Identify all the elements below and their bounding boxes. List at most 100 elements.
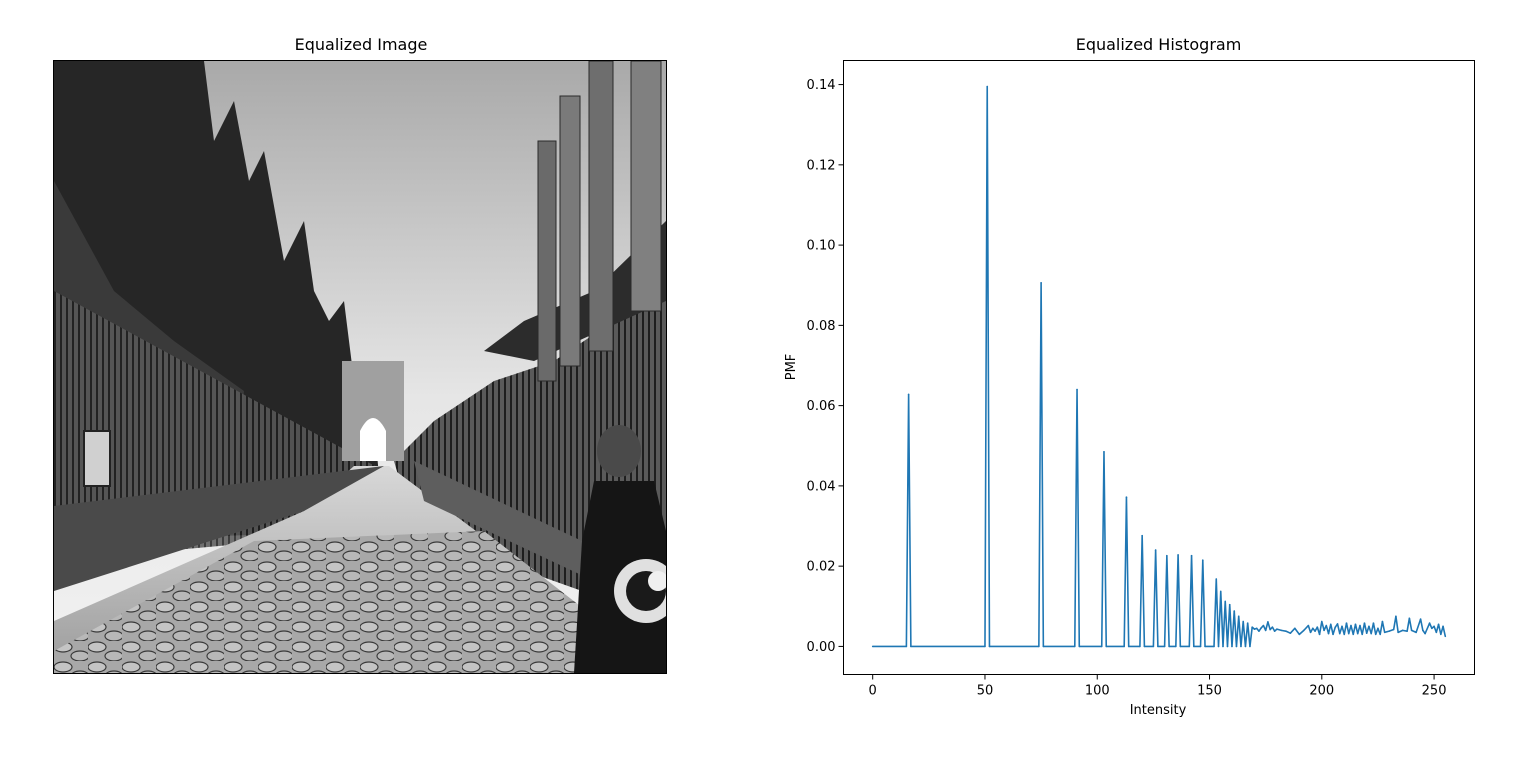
pmf-data-point: [1235, 645, 1238, 648]
pmf-data-point: [1370, 632, 1372, 635]
x-tick-label: 250: [1422, 684, 1447, 699]
pmf-data-point: [1193, 645, 1195, 648]
pmf-data-point: [1141, 534, 1143, 537]
y-tick-label: 0.04: [807, 479, 836, 494]
pmf-data-point: [1285, 630, 1287, 632]
pmf-data-point: [1314, 630, 1316, 632]
pmf-data-point: [986, 85, 989, 88]
pmf-data-point: [1343, 633, 1346, 636]
pmf-data-point: [1175, 645, 1177, 648]
pmf-data-point: [1040, 282, 1042, 284]
x-tick-label: 100: [1085, 684, 1110, 699]
pmf-data-point: [1312, 627, 1314, 630]
pmf-data-point: [1267, 621, 1269, 623]
x-tick-label: 200: [1309, 684, 1334, 699]
pmf-data-point: [1246, 622, 1249, 624]
x-tick-label: 0: [869, 684, 877, 699]
pmf-data-point: [871, 645, 874, 648]
pmf-data-point: [1401, 629, 1404, 632]
pmf-data-point: [1258, 630, 1260, 632]
pmf-data-point: [1433, 625, 1435, 628]
pmf-data-point: [1154, 549, 1157, 551]
pmf-data-point: [1244, 645, 1247, 648]
pmf-data-point: [1240, 645, 1242, 648]
pmf-data-point: [1253, 628, 1256, 630]
pmf-data-point: [1233, 610, 1236, 612]
pmf-data-point: [910, 645, 912, 648]
pmf-data-point: [1365, 632, 1368, 634]
pmf-data-point: [1361, 633, 1364, 636]
x-axis-label: Intensity: [1130, 703, 1187, 718]
y-tick-label: 0.10: [807, 239, 836, 254]
pmf-data-point: [1442, 625, 1444, 628]
pmf-data-point: [1273, 630, 1276, 632]
pmf-data-point: [1289, 632, 1292, 634]
pmf-data-point: [1163, 645, 1166, 648]
pmf-data-point: [1100, 645, 1103, 648]
pmf-data-point: [1190, 554, 1193, 557]
pmf-data-point: [1372, 622, 1375, 624]
pmf-data-point: [1395, 615, 1397, 618]
pmf-data-point: [1215, 578, 1218, 580]
pmf-data-point: [1143, 645, 1146, 648]
pmf-data-point: [1359, 624, 1361, 627]
y-axis-label: PMF: [784, 354, 799, 381]
y-tick-label: 0.12: [807, 158, 836, 173]
pmf-data-point: [1334, 626, 1337, 628]
pmf-data-point: [1294, 627, 1296, 630]
pmf-data-point: [988, 645, 991, 648]
pmf-data-point: [1309, 631, 1312, 634]
pmf-data-point: [1152, 645, 1155, 648]
pmf-data-point: [1374, 633, 1377, 636]
pmf-data-point: [1188, 645, 1191, 648]
pmf-data-point: [1226, 645, 1229, 648]
pmf-data-point: [1139, 645, 1141, 648]
pmf-data-point: [1105, 645, 1108, 648]
pmf-data-point: [1228, 603, 1231, 606]
pmf-data-point: [907, 393, 910, 396]
pmf-data-point: [1327, 632, 1330, 635]
pmf-data-point: [1073, 645, 1076, 648]
pmf-data-point: [1383, 631, 1386, 634]
y-tick-label: 0.02: [807, 560, 836, 575]
y-axis: 0.00 0.02 0.04 0.06 0.08 0.10 0.12 0.14: [807, 78, 844, 655]
pmf-data-point: [1103, 450, 1105, 453]
pmf-data-point: [1323, 629, 1325, 632]
pmf-data-point: [1224, 600, 1227, 603]
pmf-data-point: [1260, 627, 1262, 629]
pmf-data-point: [1350, 624, 1352, 627]
pmf-data-point: [1219, 590, 1222, 593]
pmf-data-point: [1435, 631, 1438, 634]
pmf-data-point: [1354, 623, 1357, 626]
y-tick-label: 0.00: [807, 640, 836, 655]
pmf-data-point: [1123, 645, 1125, 648]
pmf-data-point: [1318, 633, 1321, 636]
pmf-data-point: [1406, 630, 1408, 632]
pmf-series-line: [872, 85, 1447, 648]
pmf-data-point: [1352, 633, 1355, 636]
pmf-data-point: [1249, 645, 1251, 648]
pmf-data-point: [1242, 620, 1245, 623]
pmf-data-point: [1368, 625, 1370, 628]
pmf-data-point: [1440, 633, 1442, 636]
equalized-image: [53, 60, 667, 674]
pmf-data-point: [1422, 629, 1424, 632]
equalized-photo-icon: [54, 61, 666, 673]
pmf-data-point: [1424, 632, 1426, 635]
y-tick-label: 0.06: [807, 399, 836, 414]
y-tick-label: 0.08: [807, 319, 836, 334]
pmf-data-point: [1392, 628, 1395, 631]
x-tick-label: 50: [977, 684, 994, 699]
pmf-data-point: [1431, 627, 1433, 630]
pmf-data-point: [1269, 628, 1271, 631]
pmf-data-point: [1127, 645, 1130, 648]
pmf-data-point: [1325, 624, 1328, 627]
pmf-data-point: [1379, 633, 1381, 636]
pmf-data-point: [1125, 496, 1128, 498]
y-tick-label: 0.14: [807, 78, 836, 93]
pmf-data-point: [1204, 645, 1206, 648]
pmf-data-point: [1298, 633, 1301, 636]
pmf-data-point: [1316, 626, 1319, 628]
pmf-data-point: [984, 645, 986, 648]
